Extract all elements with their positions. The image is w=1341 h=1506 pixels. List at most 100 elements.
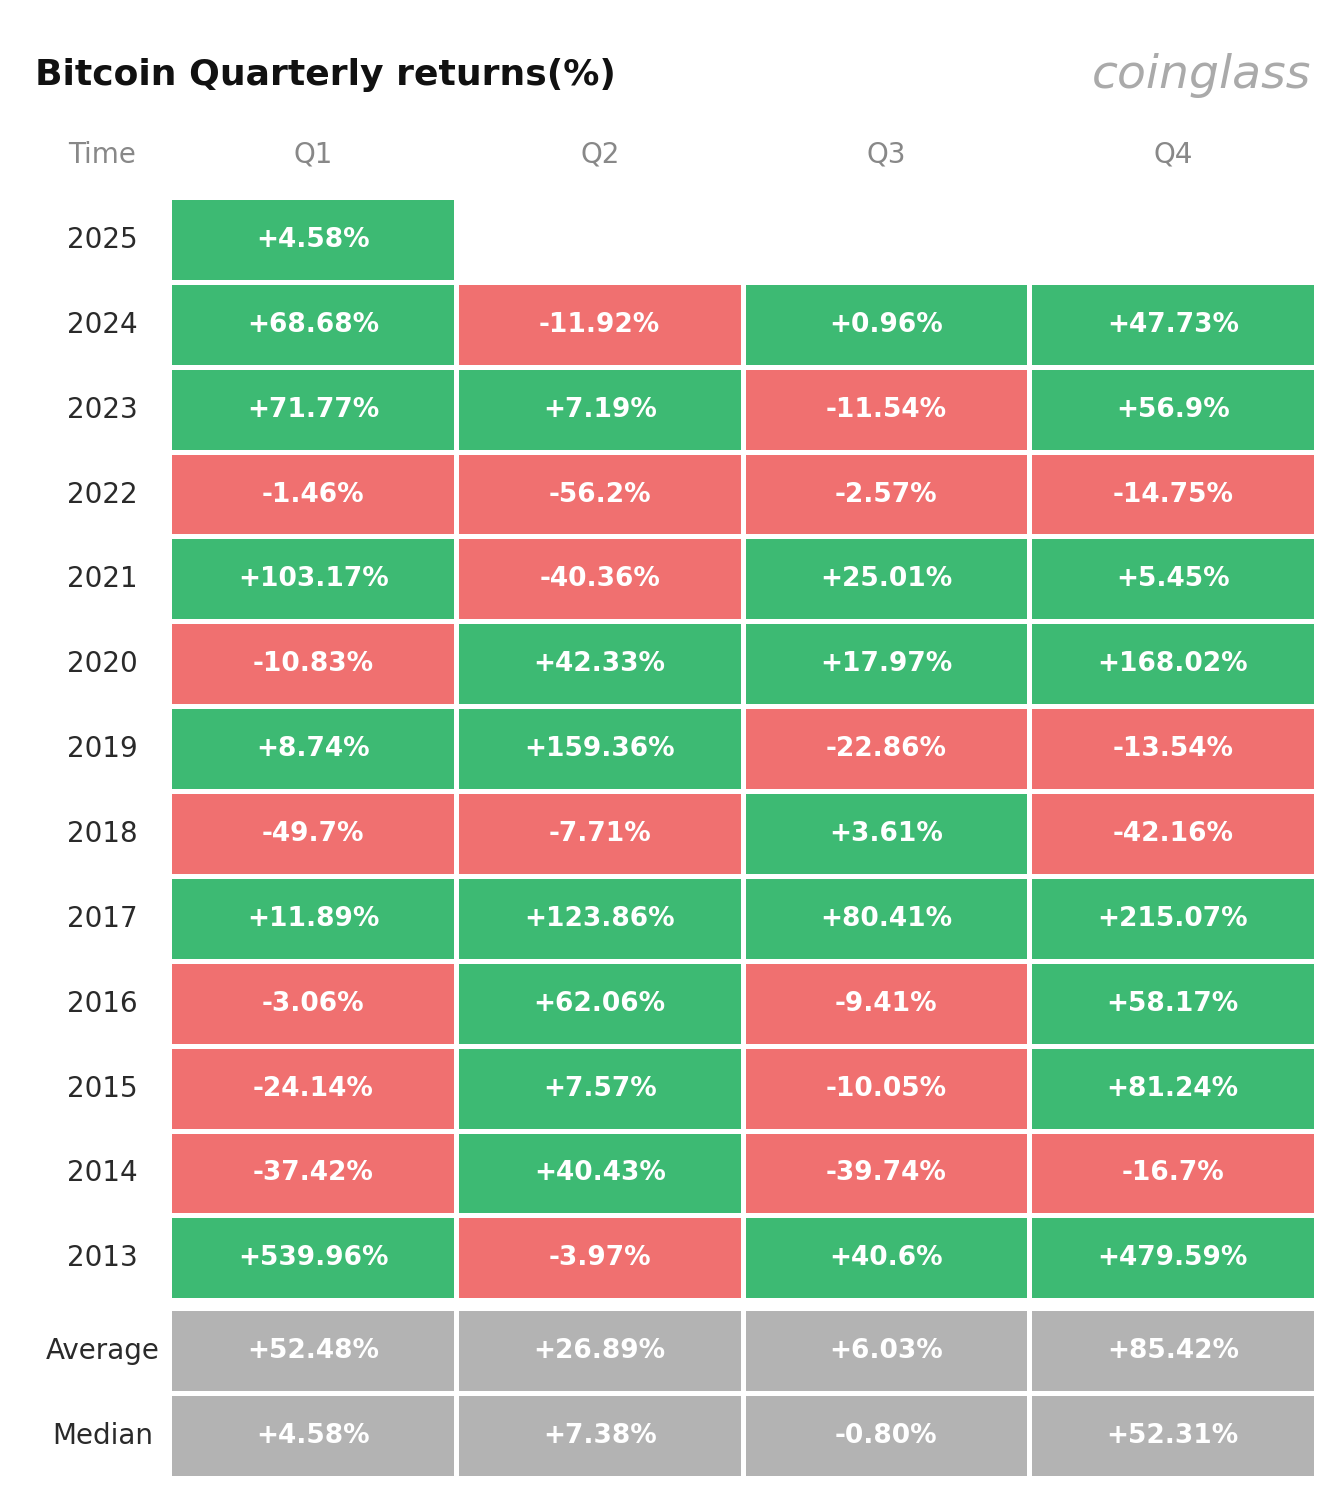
Bar (173, 200, 455, 280)
Text: +215.07%: +215.07% (1097, 907, 1248, 932)
Bar (459, 1048, 740, 1128)
Bar (1033, 1312, 1313, 1392)
Text: -42.16%: -42.16% (1112, 821, 1234, 846)
Text: coinglass: coinglass (1092, 53, 1311, 98)
Bar (1033, 1396, 1313, 1476)
Bar (459, 455, 740, 535)
Text: +0.96%: +0.96% (829, 312, 943, 337)
Bar (173, 539, 455, 619)
Text: +4.58%: +4.58% (256, 227, 370, 253)
Bar (173, 794, 455, 873)
Bar (1033, 370, 1313, 450)
Text: 2019: 2019 (67, 735, 138, 764)
Bar (1033, 964, 1313, 1044)
Text: +8.74%: +8.74% (256, 736, 370, 762)
Bar (173, 1048, 455, 1128)
Text: 2017: 2017 (67, 905, 138, 932)
Text: Average: Average (46, 1337, 160, 1366)
Bar (746, 1218, 1027, 1298)
Bar (746, 794, 1027, 873)
Text: +25.01%: +25.01% (821, 566, 952, 592)
Bar (746, 285, 1027, 364)
Text: +40.43%: +40.43% (534, 1161, 665, 1187)
Bar (459, 1312, 740, 1392)
Text: +7.19%: +7.19% (543, 396, 657, 423)
Bar (459, 370, 740, 450)
Text: 2023: 2023 (67, 396, 138, 423)
Text: +80.41%: +80.41% (821, 907, 952, 932)
Bar (746, 1048, 1027, 1128)
Text: -1.46%: -1.46% (261, 482, 365, 508)
Text: +123.86%: +123.86% (524, 907, 675, 932)
Text: 2013: 2013 (67, 1244, 138, 1273)
Bar (746, 1134, 1027, 1214)
Text: Q3: Q3 (866, 142, 907, 169)
Text: 2021: 2021 (67, 565, 138, 593)
Bar (1033, 455, 1313, 535)
Text: +58.17%: +58.17% (1106, 991, 1239, 1017)
Text: +56.9%: +56.9% (1116, 396, 1230, 423)
Text: +3.61%: +3.61% (829, 821, 943, 846)
Text: Q1: Q1 (294, 142, 333, 169)
Text: +81.24%: +81.24% (1106, 1075, 1239, 1101)
Bar (1033, 709, 1313, 789)
Text: 2025: 2025 (67, 226, 138, 255)
Text: +40.6%: +40.6% (830, 1245, 943, 1271)
Bar (1033, 285, 1313, 364)
Bar (459, 709, 740, 789)
Text: -10.05%: -10.05% (826, 1075, 947, 1101)
Text: Bitcoin Quarterly returns(%): Bitcoin Quarterly returns(%) (35, 59, 616, 92)
Text: -9.41%: -9.41% (835, 991, 937, 1017)
Text: +103.17%: +103.17% (237, 566, 389, 592)
Bar (1033, 1134, 1313, 1214)
Text: +11.89%: +11.89% (247, 907, 380, 932)
Text: Q2: Q2 (581, 142, 620, 169)
Bar (173, 880, 455, 959)
Text: -37.42%: -37.42% (253, 1161, 374, 1187)
Text: +6.03%: +6.03% (829, 1339, 943, 1364)
Bar (1033, 1048, 1313, 1128)
Text: -16.7%: -16.7% (1121, 1161, 1224, 1187)
Bar (173, 625, 455, 705)
Text: -56.2%: -56.2% (548, 482, 652, 508)
Bar (459, 794, 740, 873)
Text: 2015: 2015 (67, 1075, 138, 1102)
Text: -3.06%: -3.06% (261, 991, 365, 1017)
Text: +52.48%: +52.48% (247, 1339, 380, 1364)
Bar (746, 880, 1027, 959)
Text: +26.89%: +26.89% (534, 1339, 666, 1364)
Bar (1033, 1218, 1313, 1298)
Text: -49.7%: -49.7% (261, 821, 365, 846)
Text: 2018: 2018 (67, 819, 138, 848)
Bar (173, 1396, 455, 1476)
Text: -0.80%: -0.80% (835, 1423, 937, 1449)
Text: -11.54%: -11.54% (826, 396, 947, 423)
Text: +4.58%: +4.58% (256, 1423, 370, 1449)
Text: +68.68%: +68.68% (247, 312, 380, 337)
Bar (459, 1218, 740, 1298)
Text: -22.86%: -22.86% (826, 736, 947, 762)
Text: Q4: Q4 (1153, 142, 1192, 169)
Bar (746, 1312, 1027, 1392)
Bar (173, 370, 455, 450)
Text: 2020: 2020 (67, 651, 138, 678)
Bar (173, 1312, 455, 1392)
Bar (173, 1134, 455, 1214)
Text: Median: Median (52, 1422, 153, 1450)
Bar (1033, 880, 1313, 959)
Bar (746, 1396, 1027, 1476)
Text: +5.45%: +5.45% (1116, 566, 1230, 592)
Text: +52.31%: +52.31% (1106, 1423, 1239, 1449)
Text: -13.54%: -13.54% (1112, 736, 1234, 762)
Bar (746, 455, 1027, 535)
Bar (746, 539, 1027, 619)
Bar (173, 285, 455, 364)
Bar (173, 964, 455, 1044)
Text: +159.36%: +159.36% (524, 736, 675, 762)
Bar (173, 1218, 455, 1298)
Bar (173, 709, 455, 789)
Text: +47.73%: +47.73% (1106, 312, 1239, 337)
Bar (173, 455, 455, 535)
Text: +42.33%: +42.33% (534, 651, 665, 678)
Bar (746, 964, 1027, 1044)
